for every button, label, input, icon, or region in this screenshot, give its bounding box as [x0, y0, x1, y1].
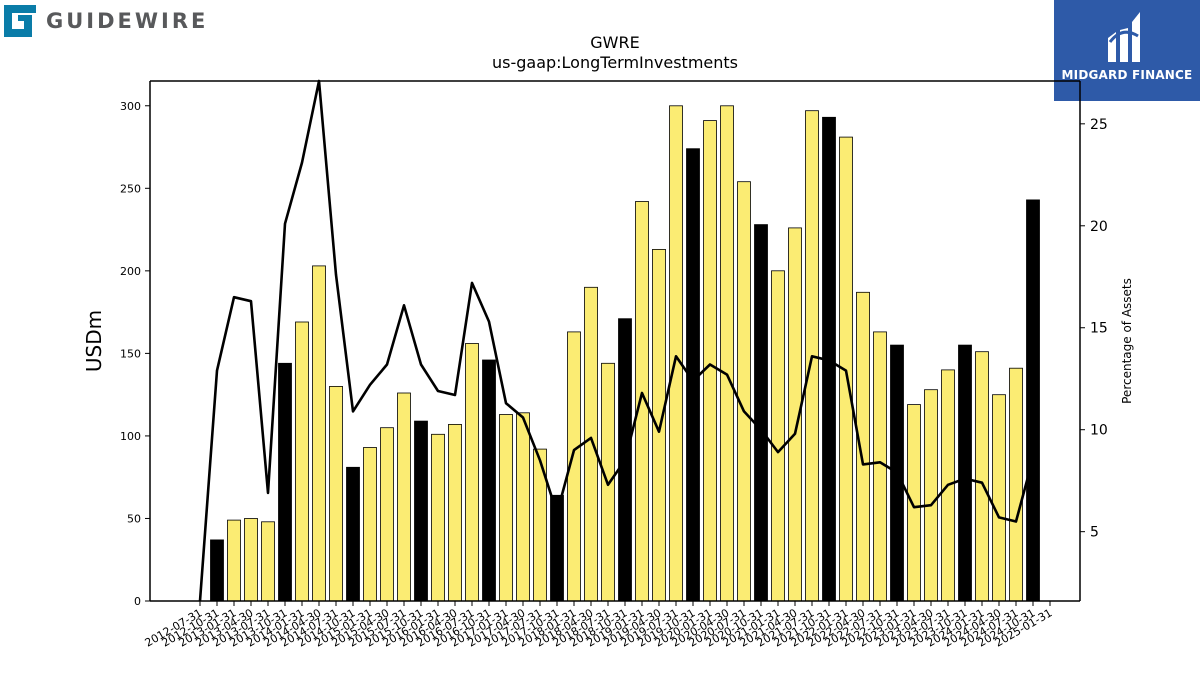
y2-tick-label: 5: [1090, 525, 1099, 541]
bar: [227, 519, 241, 602]
bar: [499, 414, 513, 602]
bar: [397, 392, 411, 602]
y-tick-label: 250: [120, 182, 141, 195]
bar: [346, 466, 360, 602]
bar: [703, 120, 717, 602]
midgard-finance-logo: MIDGARD FINANCE: [1054, 0, 1200, 101]
chart-subtitle: us-gaap:LongTermInvestments: [492, 53, 738, 72]
bar: [1009, 367, 1023, 602]
bar: [363, 447, 377, 602]
series-line: [198, 79, 1035, 602]
bar: [720, 105, 734, 602]
bar: [261, 521, 275, 602]
bar: [516, 412, 530, 602]
bar: [312, 265, 326, 602]
bar: [584, 286, 598, 602]
bar: [856, 291, 870, 602]
bar: [992, 394, 1006, 602]
y-tick-label: 150: [120, 347, 141, 360]
y2-tick-label: 10: [1090, 423, 1108, 439]
midgard-m-icon: [1108, 12, 1140, 62]
bar: [448, 423, 462, 602]
bar: [958, 344, 972, 602]
bar: [465, 343, 479, 602]
bar: [414, 420, 428, 602]
y-tick-label: 300: [120, 100, 141, 113]
bar: [975, 351, 989, 602]
bar: [295, 321, 309, 602]
bar: [482, 359, 496, 602]
bar: [278, 362, 292, 602]
y2-tick-label: 20: [1090, 219, 1108, 235]
bar: [754, 224, 768, 602]
y-tick-label: 50: [127, 512, 141, 525]
bar: [907, 404, 921, 602]
bar: [431, 433, 445, 602]
bar: [244, 518, 258, 602]
bar: [1026, 199, 1040, 602]
bar: [669, 105, 683, 602]
y-tick-label: 100: [120, 430, 141, 443]
guidewire-logo: GUIDEWIRE: [4, 5, 208, 37]
bar: [924, 389, 938, 602]
y-tick-label: 0: [134, 595, 141, 608]
bar: [652, 248, 666, 602]
y-tick-label: 200: [120, 265, 141, 278]
y-axis-label: USDm: [82, 310, 106, 372]
midgard-wordmark: MIDGARD FINANCE: [1061, 68, 1193, 82]
bar: [380, 427, 394, 602]
y2-tick-label: 15: [1090, 321, 1108, 337]
y2-tick-label: 25: [1090, 117, 1108, 133]
guidewire-wordmark: GUIDEWIRE: [46, 9, 209, 33]
bar: [771, 270, 785, 602]
bar: [210, 539, 224, 602]
guidewire-g-icon: [4, 5, 36, 37]
bar: [737, 181, 751, 602]
bar: [329, 385, 343, 602]
y2-axis-label: Percentage of Assets: [1120, 278, 1134, 404]
chart-title: GWRE: [590, 33, 639, 52]
